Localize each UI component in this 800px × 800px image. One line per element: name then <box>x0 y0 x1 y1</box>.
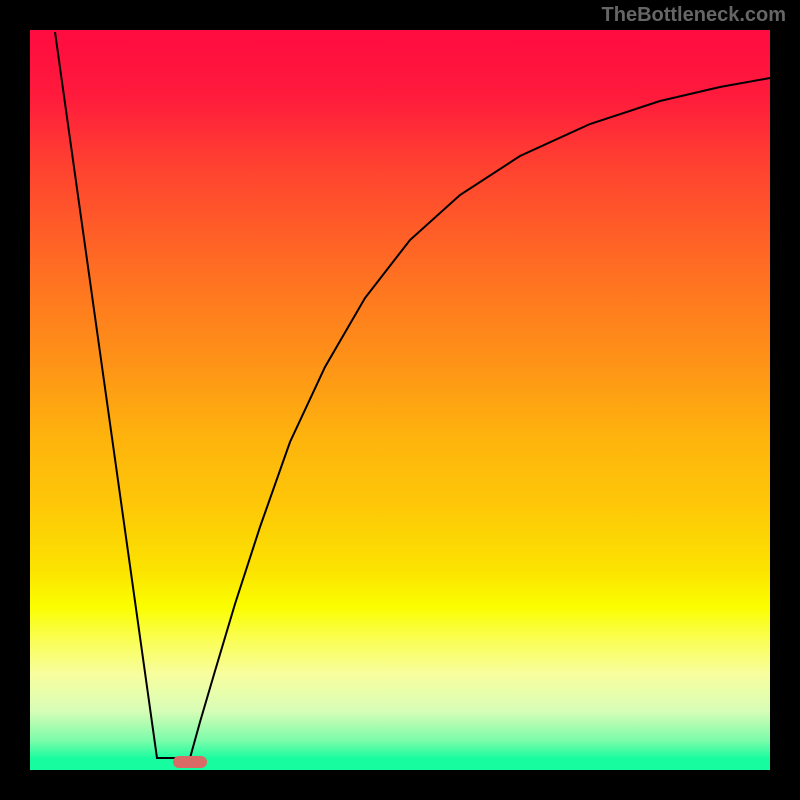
watermark-text: TheBottleneck.com <box>602 4 786 27</box>
valley-marker <box>173 756 207 768</box>
chart-svg <box>0 0 800 800</box>
bottleneck-chart: TheBottleneck.com <box>0 0 800 800</box>
plot-bg <box>30 30 770 770</box>
